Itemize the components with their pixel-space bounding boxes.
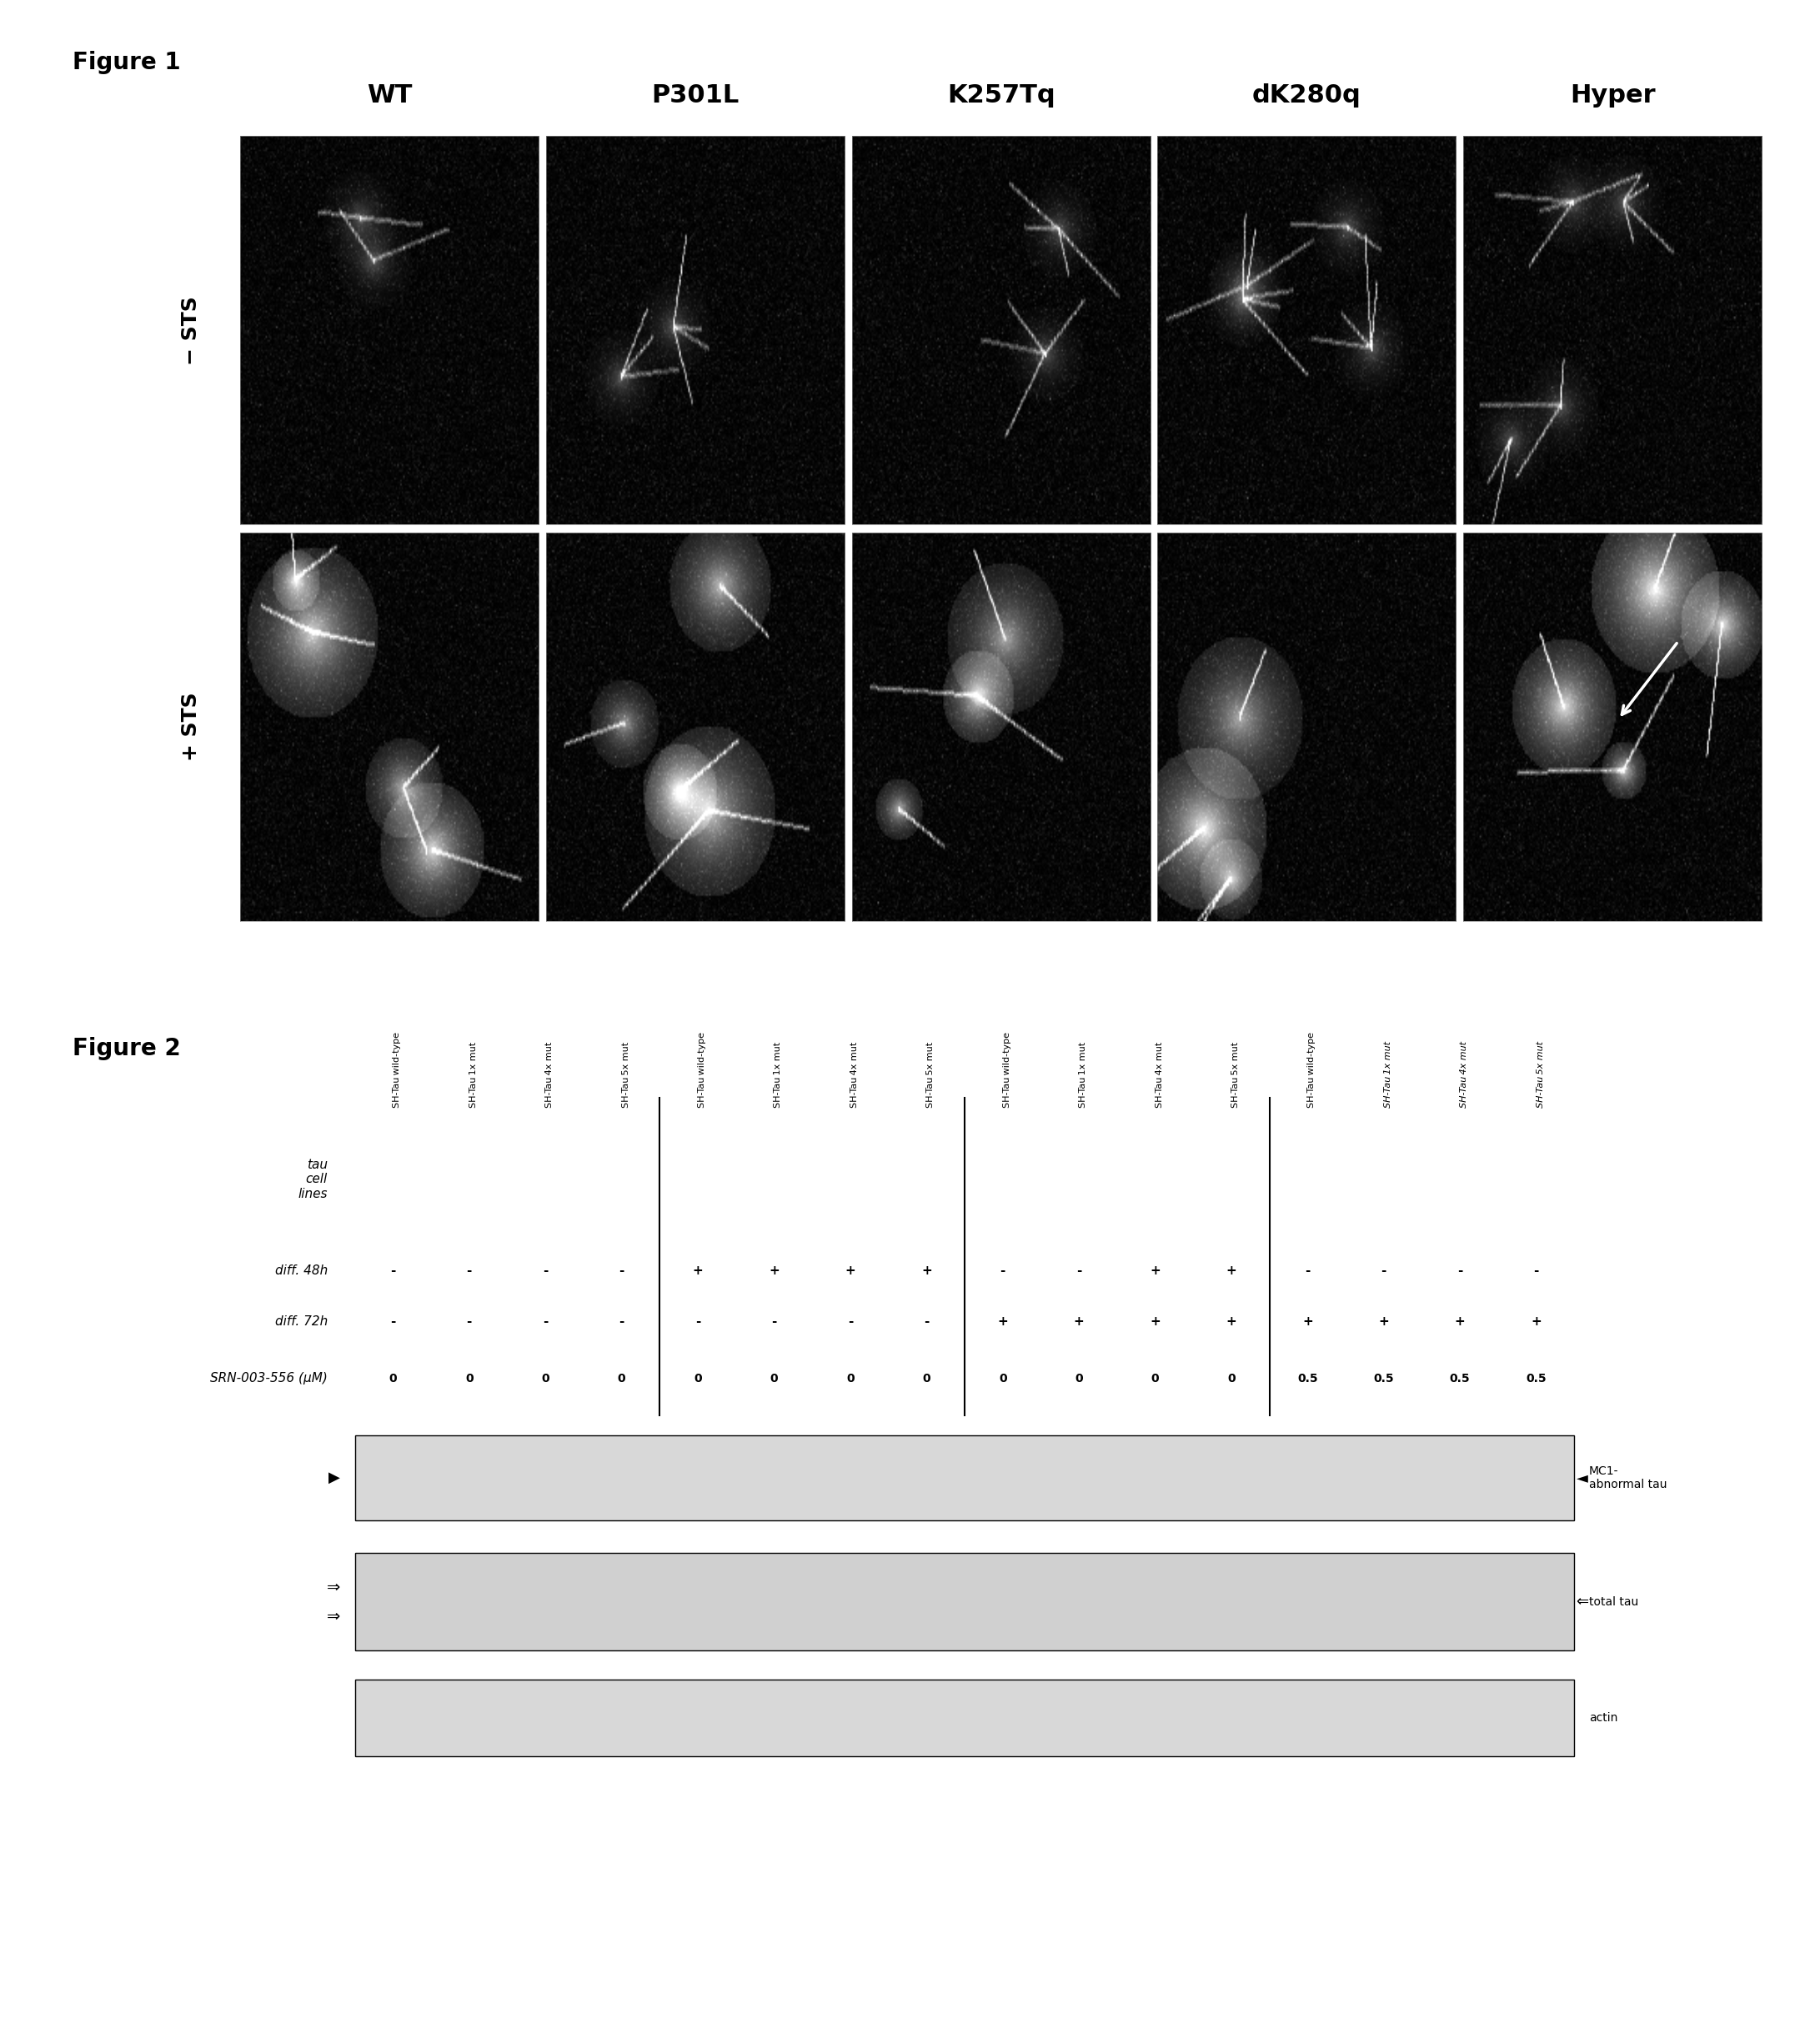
Text: -: - <box>848 1315 854 1328</box>
Text: ⇐: ⇐ <box>1576 1594 1589 1610</box>
Text: diff. 72h: diff. 72h <box>275 1315 328 1328</box>
Text: SH-Tau 5x mut: SH-Tau 5x mut <box>1232 1043 1239 1108</box>
Text: SH-Tau wild-type: SH-Tau wild-type <box>393 1033 402 1108</box>
Text: K257Tq: K257Tq <box>946 83 1056 108</box>
Text: SH-Tau 5x mut: SH-Tau 5x mut <box>926 1043 935 1108</box>
Text: ⇒: ⇒ <box>326 1608 340 1624</box>
Text: SH-Tau 1x mut: SH-Tau 1x mut <box>774 1043 783 1108</box>
Text: -: - <box>542 1315 548 1328</box>
Text: SH-Tau 4x mut: SH-Tau 4x mut <box>546 1043 553 1108</box>
Text: SH-Tau wild-type: SH-Tau wild-type <box>697 1033 706 1108</box>
Text: -: - <box>542 1265 548 1277</box>
Text: -: - <box>619 1265 624 1277</box>
Text: 0.5: 0.5 <box>1525 1372 1547 1384</box>
Text: ⇒: ⇒ <box>326 1580 340 1596</box>
Text: 0: 0 <box>923 1372 930 1384</box>
Text: +: + <box>1227 1315 1236 1328</box>
Text: +: + <box>1454 1315 1465 1328</box>
Text: +: + <box>1303 1315 1312 1328</box>
Text: +: + <box>1074 1315 1085 1328</box>
Text: SH-Tau 5x mut: SH-Tau 5x mut <box>1536 1041 1545 1108</box>
Text: -: - <box>1305 1265 1310 1277</box>
Text: SH-Tau 1x mut: SH-Tau 1x mut <box>470 1043 477 1108</box>
Text: +: + <box>1150 1265 1161 1277</box>
Text: -: - <box>619 1315 624 1328</box>
Text: diff. 48h: diff. 48h <box>275 1265 328 1277</box>
Text: +: + <box>768 1265 779 1277</box>
Text: P301L: P301L <box>652 83 739 108</box>
Text: SH-Tau wild-type: SH-Tau wild-type <box>1003 1033 1012 1108</box>
Text: 0: 0 <box>1076 1372 1083 1384</box>
Text: -: - <box>925 1315 930 1328</box>
Text: + STS: + STS <box>182 693 200 760</box>
Text: 0: 0 <box>1227 1372 1236 1384</box>
Text: +: + <box>1227 1265 1236 1277</box>
Text: -: - <box>1076 1265 1081 1277</box>
Text: +: + <box>1378 1315 1389 1328</box>
Text: 0.5: 0.5 <box>1451 1372 1471 1384</box>
Text: Hyper: Hyper <box>1569 83 1656 108</box>
Text: 0: 0 <box>770 1372 779 1384</box>
Text: +: + <box>997 1315 1008 1328</box>
Text: 0.5: 0.5 <box>1374 1372 1394 1384</box>
Text: ▶: ▶ <box>329 1470 340 1486</box>
Text: tau
cell
lines: tau cell lines <box>298 1159 328 1199</box>
Text: +: + <box>1531 1315 1542 1328</box>
Text: SH-Tau 4x mut: SH-Tau 4x mut <box>1460 1041 1469 1108</box>
Text: +: + <box>693 1265 703 1277</box>
Text: SH-Tau 1x mut: SH-Tau 1x mut <box>1383 1041 1392 1108</box>
Text: 0: 0 <box>693 1372 703 1384</box>
Text: -: - <box>1458 1265 1463 1277</box>
Text: 0: 0 <box>466 1372 473 1384</box>
Text: 0.5: 0.5 <box>1298 1372 1318 1384</box>
Text: SH-Tau 4x mut: SH-Tau 4x mut <box>850 1043 859 1108</box>
Text: total tau: total tau <box>1589 1596 1638 1608</box>
Text: Figure 2: Figure 2 <box>73 1037 180 1059</box>
Text: 0: 0 <box>846 1372 854 1384</box>
Text: +: + <box>1150 1315 1161 1328</box>
Text: SH-Tau 1x mut: SH-Tau 1x mut <box>1079 1043 1087 1108</box>
Text: -: - <box>1534 1265 1540 1277</box>
Text: actin: actin <box>1589 1712 1618 1724</box>
Text: -: - <box>1381 1265 1387 1277</box>
Text: MC1-
abnormal tau: MC1- abnormal tau <box>1589 1466 1667 1490</box>
Text: -: - <box>389 1265 395 1277</box>
Text: -: - <box>999 1265 1005 1277</box>
Text: SRN-003-556 (μM): SRN-003-556 (μM) <box>209 1372 328 1384</box>
Text: -: - <box>389 1315 395 1328</box>
Text: SH-Tau wild-type: SH-Tau wild-type <box>1307 1033 1316 1108</box>
Text: -: - <box>772 1315 777 1328</box>
Text: +: + <box>921 1265 932 1277</box>
Text: 0: 0 <box>999 1372 1006 1384</box>
Text: -: - <box>466 1265 471 1277</box>
Text: 0: 0 <box>617 1372 626 1384</box>
Text: SH-Tau 4x mut: SH-Tau 4x mut <box>1156 1043 1163 1108</box>
Text: SH-Tau 5x mut: SH-Tau 5x mut <box>622 1043 630 1108</box>
Text: ◄: ◄ <box>1576 1470 1587 1486</box>
Text: 0: 0 <box>389 1372 397 1384</box>
Text: − STS: − STS <box>182 297 200 364</box>
Text: dK280q: dK280q <box>1252 83 1361 108</box>
Text: -: - <box>695 1315 701 1328</box>
Text: -: - <box>466 1315 471 1328</box>
Text: WT: WT <box>368 83 411 108</box>
Text: 0: 0 <box>541 1372 550 1384</box>
Text: Figure 1: Figure 1 <box>73 51 180 73</box>
Text: +: + <box>844 1265 855 1277</box>
Text: 0: 0 <box>1150 1372 1159 1384</box>
